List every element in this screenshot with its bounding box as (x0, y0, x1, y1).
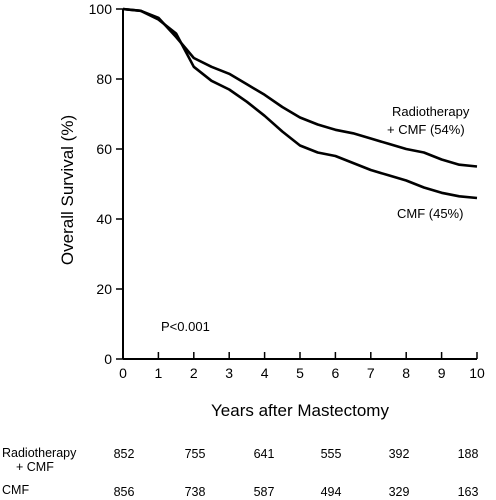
series-label-cmf: CMF (45%) (397, 206, 463, 221)
series-lines (122, 7, 478, 200)
series-label-rt-line1: Radiotherapy (392, 104, 470, 119)
x-tick-label: 2 (190, 365, 198, 381)
y-tick-label: 40 (96, 211, 112, 227)
y-tick-label: 100 (89, 1, 113, 17)
risk-row-label-cmf: CMF (2, 483, 30, 497)
x-tick-label: 5 (296, 365, 304, 381)
risk-value: 494 (320, 485, 342, 499)
x-tick-label: 1 (155, 365, 163, 381)
x-tick-label: 10 (469, 365, 485, 381)
y-tick-label: 0 (104, 351, 112, 367)
y-tick-label: 60 (96, 141, 112, 157)
risk-value: 738 (184, 485, 206, 499)
risk-value: 755 (184, 447, 206, 461)
series-line-cmf (122, 7, 478, 200)
x-tick-label: 0 (119, 365, 127, 381)
risk-value: 641 (253, 447, 275, 461)
risk-row-label-rt-line2: + CMF (16, 460, 54, 474)
risk-value: 392 (388, 447, 410, 461)
risk-value: 852 (113, 447, 135, 461)
y-tick-label: 20 (96, 281, 112, 297)
risk-row-label-rt: Radiotherapy + CMF (2, 446, 76, 474)
risk-value: 856 (113, 485, 135, 499)
risk-value: 329 (388, 485, 410, 499)
x-tick-label: 3 (225, 365, 233, 381)
x-tick-label: 6 (332, 365, 340, 381)
risk-value: 555 (320, 447, 342, 461)
x-tick-label: 7 (367, 365, 375, 381)
p-value-annotation: P<0.001 (161, 319, 210, 334)
y-tick-label: 80 (96, 71, 112, 87)
risk-value: 188 (457, 447, 479, 461)
risk-row-label-rt-line1: Radiotherapy (2, 446, 77, 460)
x-tick-label: 8 (402, 365, 410, 381)
series-label-rt-line2: + CMF (54%) (387, 122, 465, 137)
risk-value: 163 (457, 485, 479, 499)
x-tick-label: 4 (261, 365, 269, 381)
y-axis-title: Overall Survival (%) (58, 115, 77, 265)
x-tick-label: 9 (438, 365, 446, 381)
axes (122, 9, 477, 360)
risk-value: 587 (253, 485, 275, 499)
x-axis-title: Years after Mastectomy (211, 401, 389, 420)
